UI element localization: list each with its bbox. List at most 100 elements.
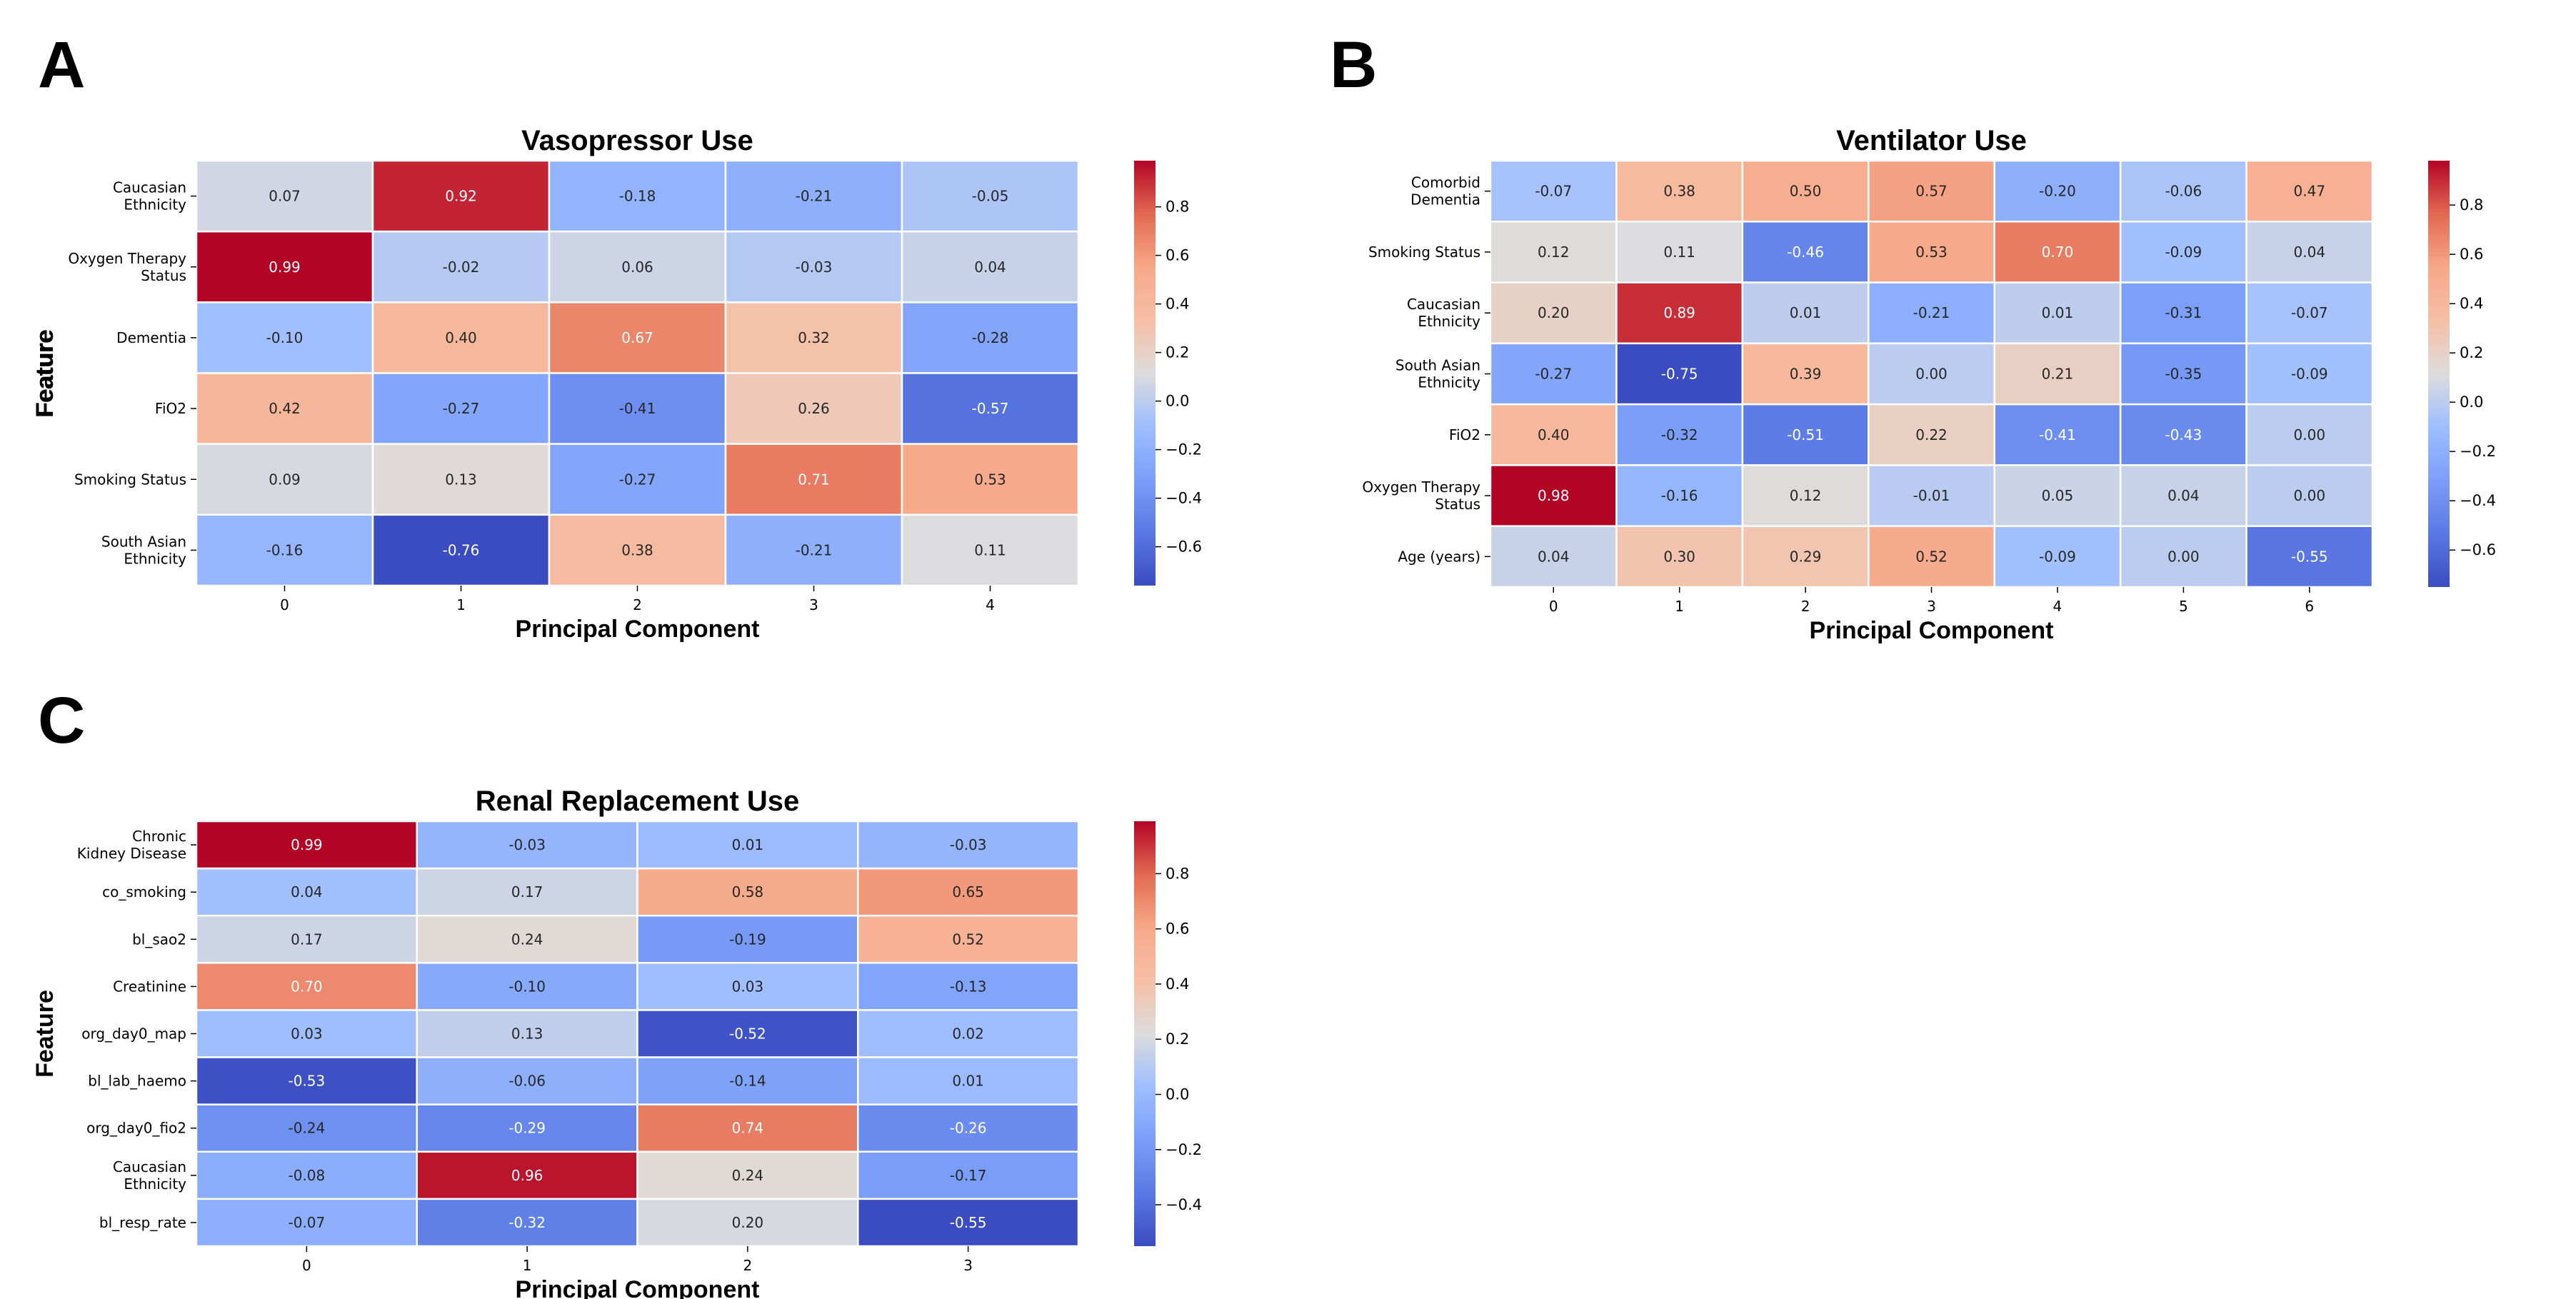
x-tick-label: 0 (1549, 598, 1558, 615)
cell-value-label: 0.50 (1790, 183, 1822, 200)
colorbar-tick-label: 0.0 (1166, 1086, 1189, 1103)
cell-value-label: -0.06 (2165, 183, 2202, 200)
cell-value-label: -0.43 (2165, 426, 2202, 443)
cell-value-label: -0.27 (443, 400, 480, 417)
y-tick-label: South Asian Ethnicity (101, 533, 186, 567)
cell-value-label: -0.03 (796, 259, 833, 276)
colorbar (2428, 161, 2450, 587)
heatmap-cell (857, 1009, 1080, 1058)
x-tick-label: 2 (1801, 598, 1810, 615)
y-tick-label: org_day0_map (81, 1025, 186, 1043)
cell-value-label: -0.27 (1535, 366, 1572, 383)
cell-value-label: -0.01 (1913, 487, 1950, 504)
cell-value-label: 0.52 (952, 931, 984, 948)
heatmap-cell (2119, 281, 2247, 345)
heatmap-cell (636, 962, 859, 1011)
cell-value-label: -0.75 (1661, 366, 1698, 383)
heatmap-cell (371, 301, 551, 374)
cell-value-label: -0.21 (796, 188, 833, 205)
cell-value-label: 0.02 (952, 1025, 984, 1043)
cell-value-label: 0.99 (291, 836, 323, 853)
cell-value-label: -0.57 (972, 400, 1009, 417)
cell-value-label: -0.21 (796, 541, 833, 558)
heatmap-cell (371, 443, 551, 516)
cell-value-label: 0.57 (1915, 183, 1948, 200)
panel-letter: C (38, 684, 85, 757)
heatmap-cell (1741, 342, 1870, 406)
chart-title: Ventilator Use (1836, 125, 2027, 156)
colorbar-tick-label: 0.4 (2460, 295, 2483, 312)
heatmap-cell (1993, 403, 2122, 466)
heatmap-cell (1868, 221, 1995, 284)
colorbar-tick-label: 0.6 (2460, 246, 2483, 263)
cell-value-label: -0.21 (1913, 304, 1950, 321)
x-tick-label: 2 (743, 1257, 753, 1274)
cell-value-label: 0.00 (2167, 548, 2200, 565)
cell-value-label: 0.52 (1915, 548, 1948, 565)
cell-value-label: -0.03 (508, 836, 546, 853)
y-tick-label: bl_lab_haemo (88, 1073, 186, 1090)
heatmap-cell (1741, 464, 1870, 527)
cell-value-label: 0.11 (974, 541, 1006, 558)
colorbar-tick-label: 0.8 (1166, 865, 1189, 882)
cell-value-label: -0.27 (619, 471, 656, 488)
y-tick-label: Chronic Kidney Disease (77, 828, 186, 862)
colorbar-tick-label: −0.6 (1166, 538, 1202, 556)
x-tick-label: 4 (2053, 598, 2063, 615)
heatmap-cell (1993, 464, 2122, 527)
colorbar-tick-label: 0.4 (1166, 296, 1189, 313)
y-tick-label: Caucasian Ethnicity (113, 1158, 186, 1193)
cell-value-label: 0.04 (1538, 548, 1570, 565)
cell-value-label: 0.00 (1915, 366, 1948, 383)
x-tick-label: 0 (302, 1257, 311, 1274)
cell-value-label: -0.76 (443, 541, 480, 558)
colorbar-tick-label: 0.2 (2460, 344, 2483, 361)
heatmap-cell (548, 443, 727, 516)
cell-value-label: 0.32 (798, 329, 830, 346)
heatmap-cell (2119, 403, 2247, 466)
cell-value-label: 0.71 (798, 471, 830, 488)
heatmap-cell (901, 230, 1080, 304)
cell-value-label: -0.31 (2165, 304, 2202, 321)
heatmap-cell (416, 1150, 638, 1200)
cell-value-label: -0.02 (443, 259, 480, 276)
heatmap-cell (195, 159, 374, 233)
cell-value-label: -0.29 (508, 1120, 546, 1137)
cell-value-label: -0.20 (2039, 183, 2076, 200)
heatmap-cell (1993, 525, 2122, 588)
heatmap-cell (371, 513, 551, 587)
cell-value-label: 0.96 (511, 1167, 543, 1184)
colorbar-tick-label: 0.8 (1166, 199, 1189, 216)
heatmap-panel-a: A Vasopressor Use 0.07 0.92 -0.18 -0.21 -0.05 0… (31, 29, 1202, 643)
cell-value-label: 0.04 (291, 883, 323, 901)
cell-value-label: 0.53 (974, 471, 1006, 488)
cell-value-label: 0.70 (2042, 244, 2074, 261)
colorbar (1134, 161, 1156, 586)
cell-value-label: 0.04 (2167, 487, 2200, 504)
heatmap-cell (857, 914, 1080, 964)
colorbar-tick-label: 0.2 (1166, 1030, 1189, 1048)
cell-value-label: -0.32 (1661, 426, 1698, 443)
cell-value-label: -0.10 (508, 978, 546, 995)
colorbar-tick-label: −0.4 (2460, 492, 2496, 509)
heatmap-cell (2245, 464, 2374, 527)
heatmap-cell (1993, 281, 2122, 345)
chart-title: Renal Replacement Use (476, 786, 800, 817)
cell-value-label: 0.22 (1915, 426, 1948, 443)
heatmap-cell (1993, 342, 2122, 406)
cell-value-label: 0.70 (291, 978, 323, 995)
heatmap-panel-b: B Ventilator Use -0.07 0.38 0.50 0.57 -0.20 -0.… (31, 29, 2496, 644)
cell-value-label: -0.07 (289, 1214, 326, 1231)
heatmap-cell (416, 1198, 638, 1248)
heatmap-cell (1489, 281, 1618, 345)
y-tick-label: Age (years) (1398, 548, 1480, 565)
cell-value-label: 0.04 (974, 259, 1006, 276)
heatmap-cell (416, 867, 638, 917)
cell-value-label: 0.01 (732, 836, 764, 853)
x-tick-label: 3 (809, 596, 818, 613)
y-tick-label: Smoking Status (1368, 244, 1480, 261)
cell-value-label: 0.38 (1663, 183, 1695, 200)
cell-value-label: 0.07 (269, 188, 301, 205)
heatmap-cell (371, 159, 551, 233)
